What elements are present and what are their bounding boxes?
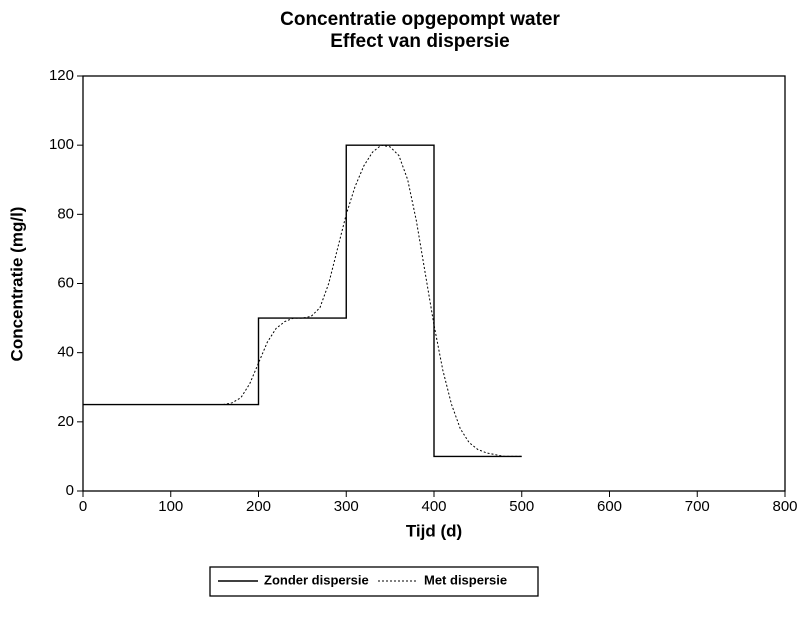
x-tick-label: 100 <box>158 498 183 515</box>
x-tick-label: 800 <box>772 498 797 515</box>
x-tick-label: 400 <box>421 498 446 515</box>
y-tick-label: 0 <box>66 482 74 499</box>
y-tick-label: 80 <box>57 205 74 222</box>
x-tick-label: 500 <box>509 498 534 515</box>
y-tick-label: 120 <box>49 67 74 84</box>
legend-box <box>209 566 539 597</box>
x-tick-label: 0 <box>79 498 87 515</box>
x-axis-label: Tijd (d) <box>406 521 462 540</box>
x-tick-label: 700 <box>685 498 710 515</box>
chart-subtitle: Effect van dispersie <box>330 31 510 52</box>
y-tick-label: 20 <box>57 413 74 430</box>
legend-label: Met dispersie <box>424 572 507 587</box>
data-line <box>83 144 522 458</box>
chart-title: Concentratie opgepompt water <box>280 9 560 30</box>
y-tick-label: 100 <box>49 136 74 153</box>
data-line <box>83 144 522 457</box>
x-tick-label: 600 <box>597 498 622 515</box>
x-tick-label: 200 <box>246 498 271 515</box>
y-tick-label: 60 <box>57 274 74 291</box>
y-axis-label: Concentratie (mg/l) <box>7 207 26 362</box>
y-tick-label: 40 <box>57 344 74 361</box>
x-tick-label: 300 <box>334 498 359 515</box>
legend-label: Zonder dispersie <box>264 572 369 587</box>
